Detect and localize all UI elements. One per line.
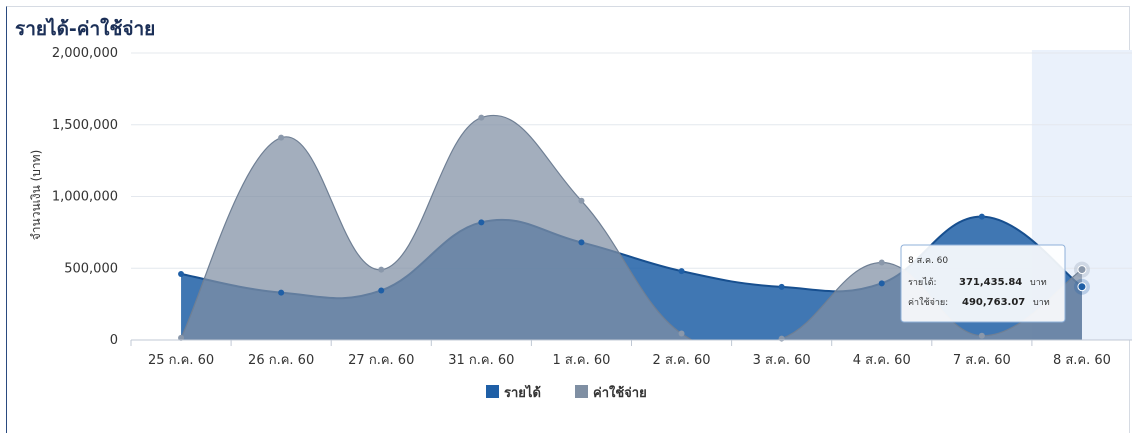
tooltip-expense-value: 490,763.07 <box>962 297 1025 308</box>
legend-swatch-expense <box>575 385 588 398</box>
tooltip-expense-unit: บาท <box>1033 298 1050 308</box>
data-point[interactable] <box>378 266 385 273</box>
data-point[interactable] <box>1077 282 1087 292</box>
y-tick-label: 1,000,000 <box>52 190 118 205</box>
tooltip: 8 ส.ค. 60 รายได้: 371,435.84 บาท ค่าใช้จ… <box>900 244 1066 323</box>
data-point[interactable] <box>678 330 685 337</box>
x-tick-label: 8 ส.ค. 60 <box>1053 353 1111 368</box>
legend-label-expense: ค่าใช้จ่าย <box>593 384 647 401</box>
tooltip-income-label: รายได้: <box>908 277 937 288</box>
series-area-1 <box>181 115 1082 340</box>
legend: รายได้ ค่าใช้จ่าย <box>486 384 647 401</box>
tooltip-date: 8 ส.ค. 60 <box>908 256 948 266</box>
tooltip-income-value: 371,435.84 <box>959 277 1022 288</box>
y-axis-ticks: 0 500,000 1,000,000 1,500,000 2,000,000 <box>52 46 118 348</box>
data-point[interactable] <box>778 335 785 342</box>
x-tick-label: 7 ส.ค. 60 <box>953 353 1011 368</box>
y-tick-label: 0 <box>110 333 118 348</box>
y-tick-label: 500,000 <box>64 261 118 276</box>
chart-title: รายได้-ค่าใช้จ่าย <box>15 18 156 40</box>
data-point[interactable] <box>578 197 585 204</box>
data-point[interactable] <box>678 268 685 275</box>
data-point[interactable] <box>978 213 985 220</box>
data-point[interactable] <box>978 332 985 339</box>
x-tick-label: 3 ส.ค. 60 <box>753 353 811 368</box>
x-tick-label: 31 ก.ค. 60 <box>448 353 514 368</box>
data-point[interactable] <box>478 114 485 121</box>
x-tick-label: 26 ก.ค. 60 <box>248 353 314 368</box>
tooltip-box <box>900 244 1066 323</box>
data-point[interactable] <box>778 283 785 290</box>
legend-swatch-income <box>486 385 499 398</box>
x-tick-label: 1 ส.ค. 60 <box>552 353 610 368</box>
data-point[interactable] <box>178 334 185 341</box>
x-tick-label: 2 ส.ค. 60 <box>653 353 711 368</box>
data-point[interactable] <box>178 270 185 277</box>
data-point[interactable] <box>1077 265 1087 275</box>
tooltip-income-unit: บาท <box>1030 278 1047 288</box>
y-tick-label: 1,500,000 <box>52 118 118 133</box>
legend-label-income: รายได้ <box>504 384 541 401</box>
x-tick-label: 27 ก.ค. 60 <box>348 353 414 368</box>
x-tick-label: 25 ก.ค. 60 <box>148 353 214 368</box>
data-point[interactable] <box>578 239 585 246</box>
series-points <box>178 114 1090 342</box>
y-tick-label: 2,000,000 <box>52 46 118 61</box>
data-point[interactable] <box>878 280 885 287</box>
data-point[interactable] <box>278 134 285 141</box>
data-point[interactable] <box>878 259 885 266</box>
legend-item-income[interactable]: รายได้ <box>486 384 541 401</box>
data-point[interactable] <box>478 219 485 226</box>
x-axis-ticks: 25 ก.ค. 60 26 ก.ค. 60 27 ก.ค. 60 31 ก.ค. 60… <box>130 340 1111 368</box>
data-point[interactable] <box>278 289 285 296</box>
tooltip-expense-label: ค่าใช้จ่าย: <box>908 297 948 308</box>
y-axis-label: จำนวนเงิน (บาท) <box>29 150 43 241</box>
x-tick-label: 4 ส.ค. 60 <box>853 353 911 368</box>
legend-item-expense[interactable]: ค่าใช้จ่าย <box>575 384 647 401</box>
data-point[interactable] <box>378 287 385 294</box>
